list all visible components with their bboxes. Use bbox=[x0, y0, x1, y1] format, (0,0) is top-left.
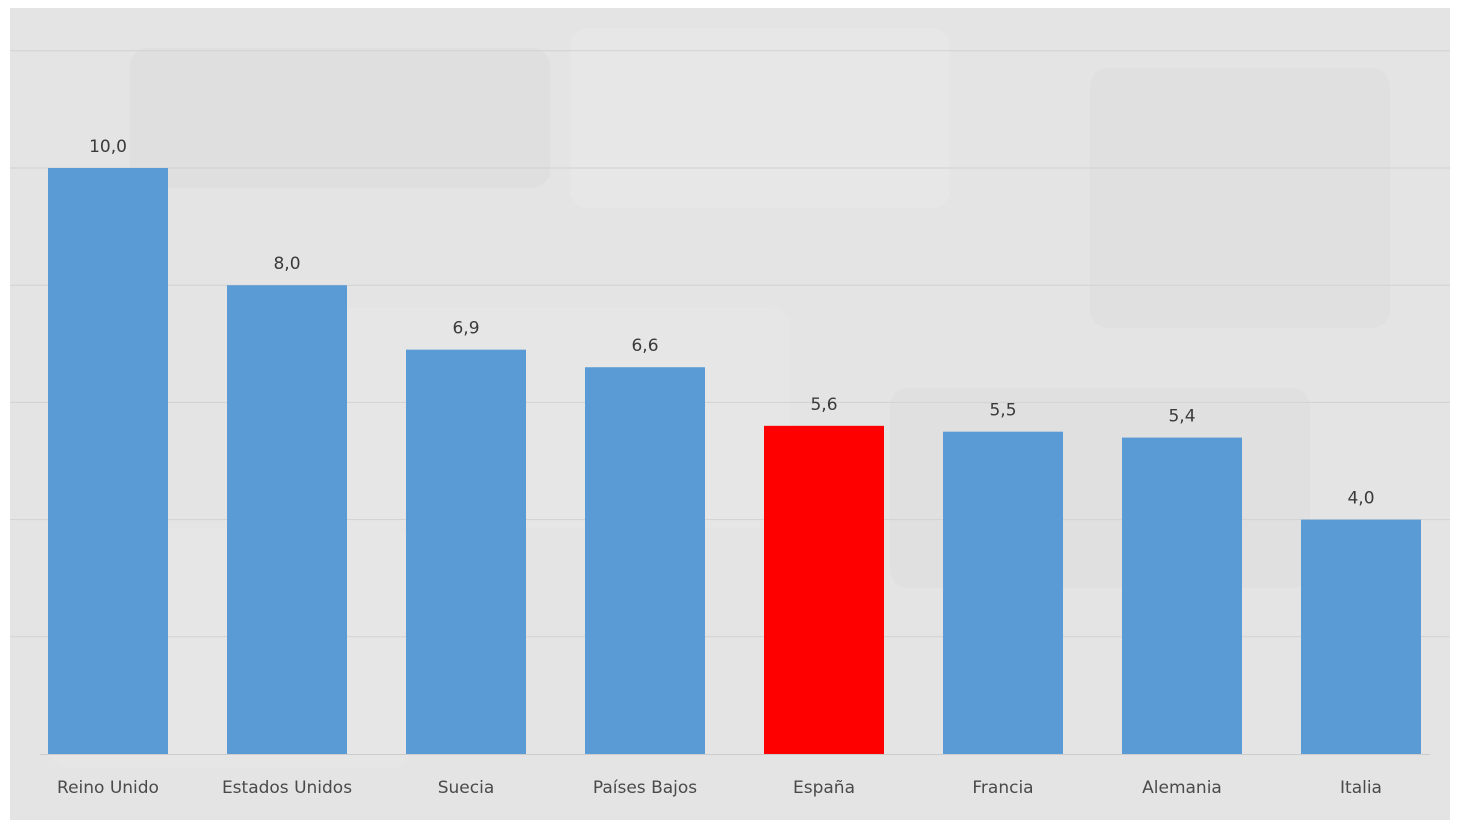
bar bbox=[227, 285, 347, 754]
data-label: 5,5 bbox=[989, 401, 1016, 421]
background-blob bbox=[270, 308, 790, 528]
bar bbox=[585, 367, 705, 754]
chart-area: 10,0 8,0 6,9 6,6 5,6 5,5 5,4 4,0 Reino Unido Est… bbox=[10, 8, 1450, 820]
category-label: España bbox=[793, 778, 855, 798]
data-label: 8,0 bbox=[273, 254, 300, 274]
bar bbox=[1122, 438, 1242, 754]
background-blob bbox=[130, 48, 550, 188]
category-labels: Reino Unido Estados Unidos Suecia Países Ba… bbox=[57, 778, 1382, 798]
bar bbox=[764, 426, 884, 754]
background-blob bbox=[570, 28, 950, 208]
data-label: 6,6 bbox=[631, 336, 658, 356]
data-label: 5,6 bbox=[810, 395, 837, 415]
data-label: 5,4 bbox=[1168, 407, 1195, 427]
bar bbox=[1301, 520, 1421, 754]
category-label: Francia bbox=[972, 778, 1033, 798]
bar-chart: 10,0 8,0 6,9 6,6 5,6 5,5 5,4 4,0 Reino Unido Est… bbox=[10, 8, 1450, 820]
data-label: 6,9 bbox=[452, 319, 479, 339]
category-label: Suecia bbox=[438, 778, 495, 798]
category-label: Estados Unidos bbox=[222, 778, 352, 798]
background-blob bbox=[1090, 68, 1390, 328]
category-label: Reino Unido bbox=[57, 778, 159, 798]
bar bbox=[943, 432, 1063, 754]
bar bbox=[48, 168, 168, 754]
bar bbox=[406, 350, 526, 754]
category-label: Italia bbox=[1340, 778, 1382, 798]
category-label: Países Bajos bbox=[593, 778, 697, 798]
data-label: 4,0 bbox=[1347, 489, 1374, 509]
data-label: 10,0 bbox=[89, 137, 127, 157]
category-label: Alemania bbox=[1142, 778, 1222, 798]
